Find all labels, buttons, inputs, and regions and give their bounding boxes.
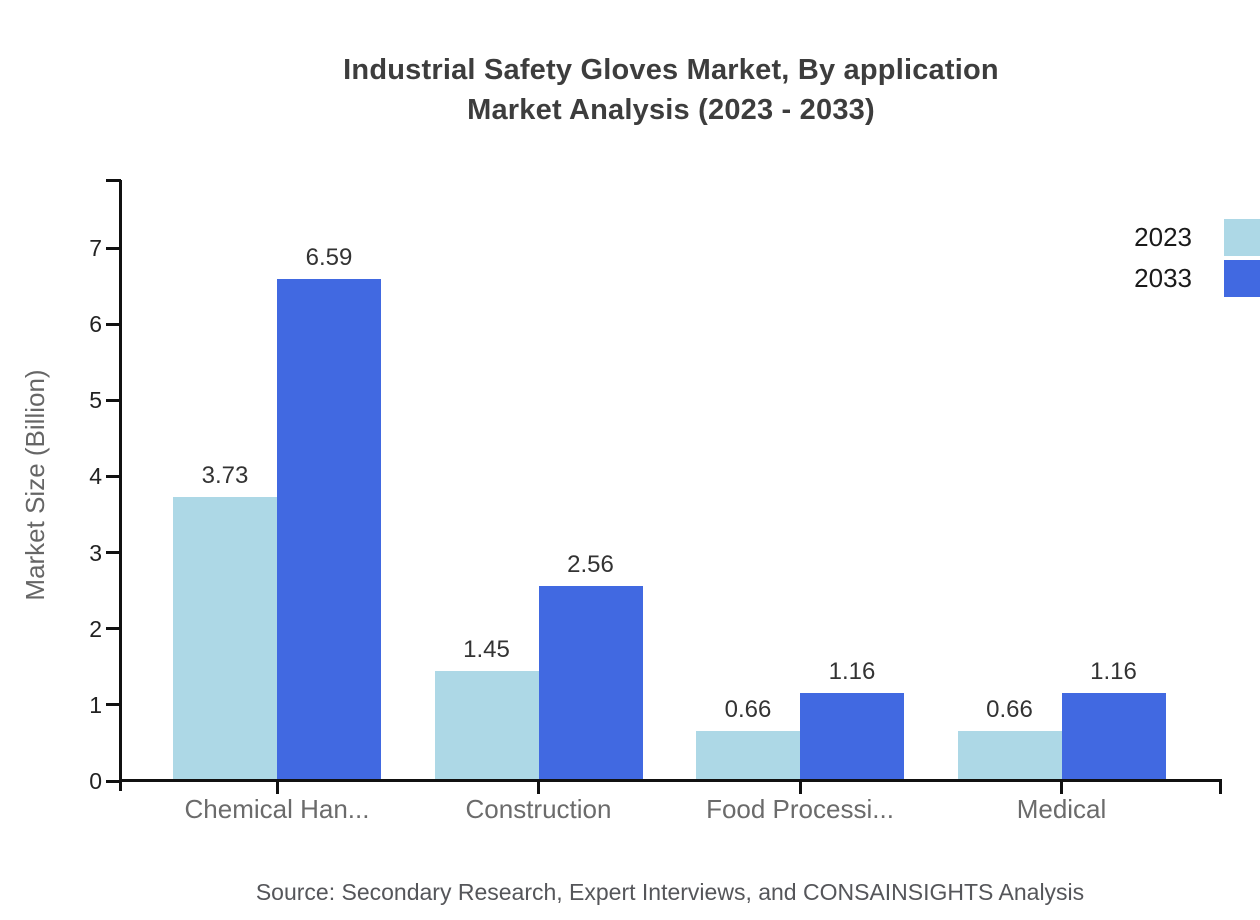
x-tick bbox=[798, 781, 802, 794]
bar-2023 bbox=[696, 731, 800, 781]
bar-2023 bbox=[173, 497, 277, 781]
x-axis-end-tick bbox=[1219, 781, 1222, 794]
y-tick-label: 0 bbox=[89, 768, 102, 794]
legend-swatch-2023 bbox=[1224, 219, 1260, 256]
x-tick bbox=[1060, 781, 1063, 794]
chart-title-line1: Industrial Safety Gloves Market, By appl… bbox=[343, 54, 999, 86]
chart-title: Industrial Safety Gloves Market, By appl… bbox=[82, 50, 1260, 130]
bar-2033 bbox=[277, 279, 381, 781]
bar-value-label: 1.16 bbox=[828, 658, 876, 685]
y-tick bbox=[106, 246, 121, 250]
x-axis-category-label: Food Processi... bbox=[706, 794, 894, 824]
bar-value-label: 1.16 bbox=[1090, 658, 1137, 685]
y-tick-label: 7 bbox=[89, 235, 102, 262]
bar-value-label: 0.66 bbox=[724, 696, 772, 723]
x-tick bbox=[537, 781, 540, 794]
y-tick bbox=[106, 627, 121, 631]
y-tick-label: 3 bbox=[89, 539, 102, 566]
y-tick bbox=[106, 551, 121, 555]
bar-2023 bbox=[957, 731, 1062, 781]
bar-value-label: 0.66 bbox=[986, 696, 1033, 723]
y-tick bbox=[106, 703, 121, 707]
legend-label-2033: 2033 bbox=[1134, 263, 1192, 293]
source-note: Source: Secondary Research, Expert Inter… bbox=[255, 879, 1085, 905]
bar-value-label: 1.45 bbox=[463, 636, 510, 663]
y-tick bbox=[106, 398, 121, 402]
y-axis-title: Market Size (Billion) bbox=[20, 369, 50, 601]
x-axis-category-label: Construction bbox=[465, 794, 612, 824]
y-tick bbox=[106, 779, 121, 783]
y-tick bbox=[106, 474, 121, 478]
y-tick-label: 5 bbox=[89, 387, 102, 414]
bar-value-label: 3.73 bbox=[201, 462, 249, 489]
bar-2033 bbox=[800, 693, 904, 781]
x-tick bbox=[275, 781, 279, 794]
legend-label-2023: 2023 bbox=[1134, 222, 1192, 252]
chart-title-line2: Market Analysis (2023 - 2033) bbox=[467, 94, 875, 126]
y-axis-end-tick bbox=[106, 179, 121, 182]
bar-2033 bbox=[538, 586, 643, 781]
y-axis-line bbox=[119, 180, 122, 791]
x-axis-category-label: Chemical Han... bbox=[184, 794, 370, 824]
x-axis-line bbox=[119, 779, 1222, 782]
x-axis-category-label: Medical bbox=[1016, 794, 1107, 824]
y-tick-label: 6 bbox=[89, 311, 102, 338]
bar-2033 bbox=[1061, 693, 1166, 781]
y-tick-label: 4 bbox=[89, 463, 102, 490]
y-tick bbox=[106, 322, 121, 326]
y-tick-label: 1 bbox=[89, 691, 102, 718]
legend-swatch-2033 bbox=[1224, 260, 1260, 297]
bar-value-label: 2.56 bbox=[567, 551, 614, 578]
bar-2023 bbox=[434, 671, 539, 781]
bar-value-label: 6.59 bbox=[305, 244, 353, 271]
y-tick-label: 2 bbox=[89, 615, 102, 642]
